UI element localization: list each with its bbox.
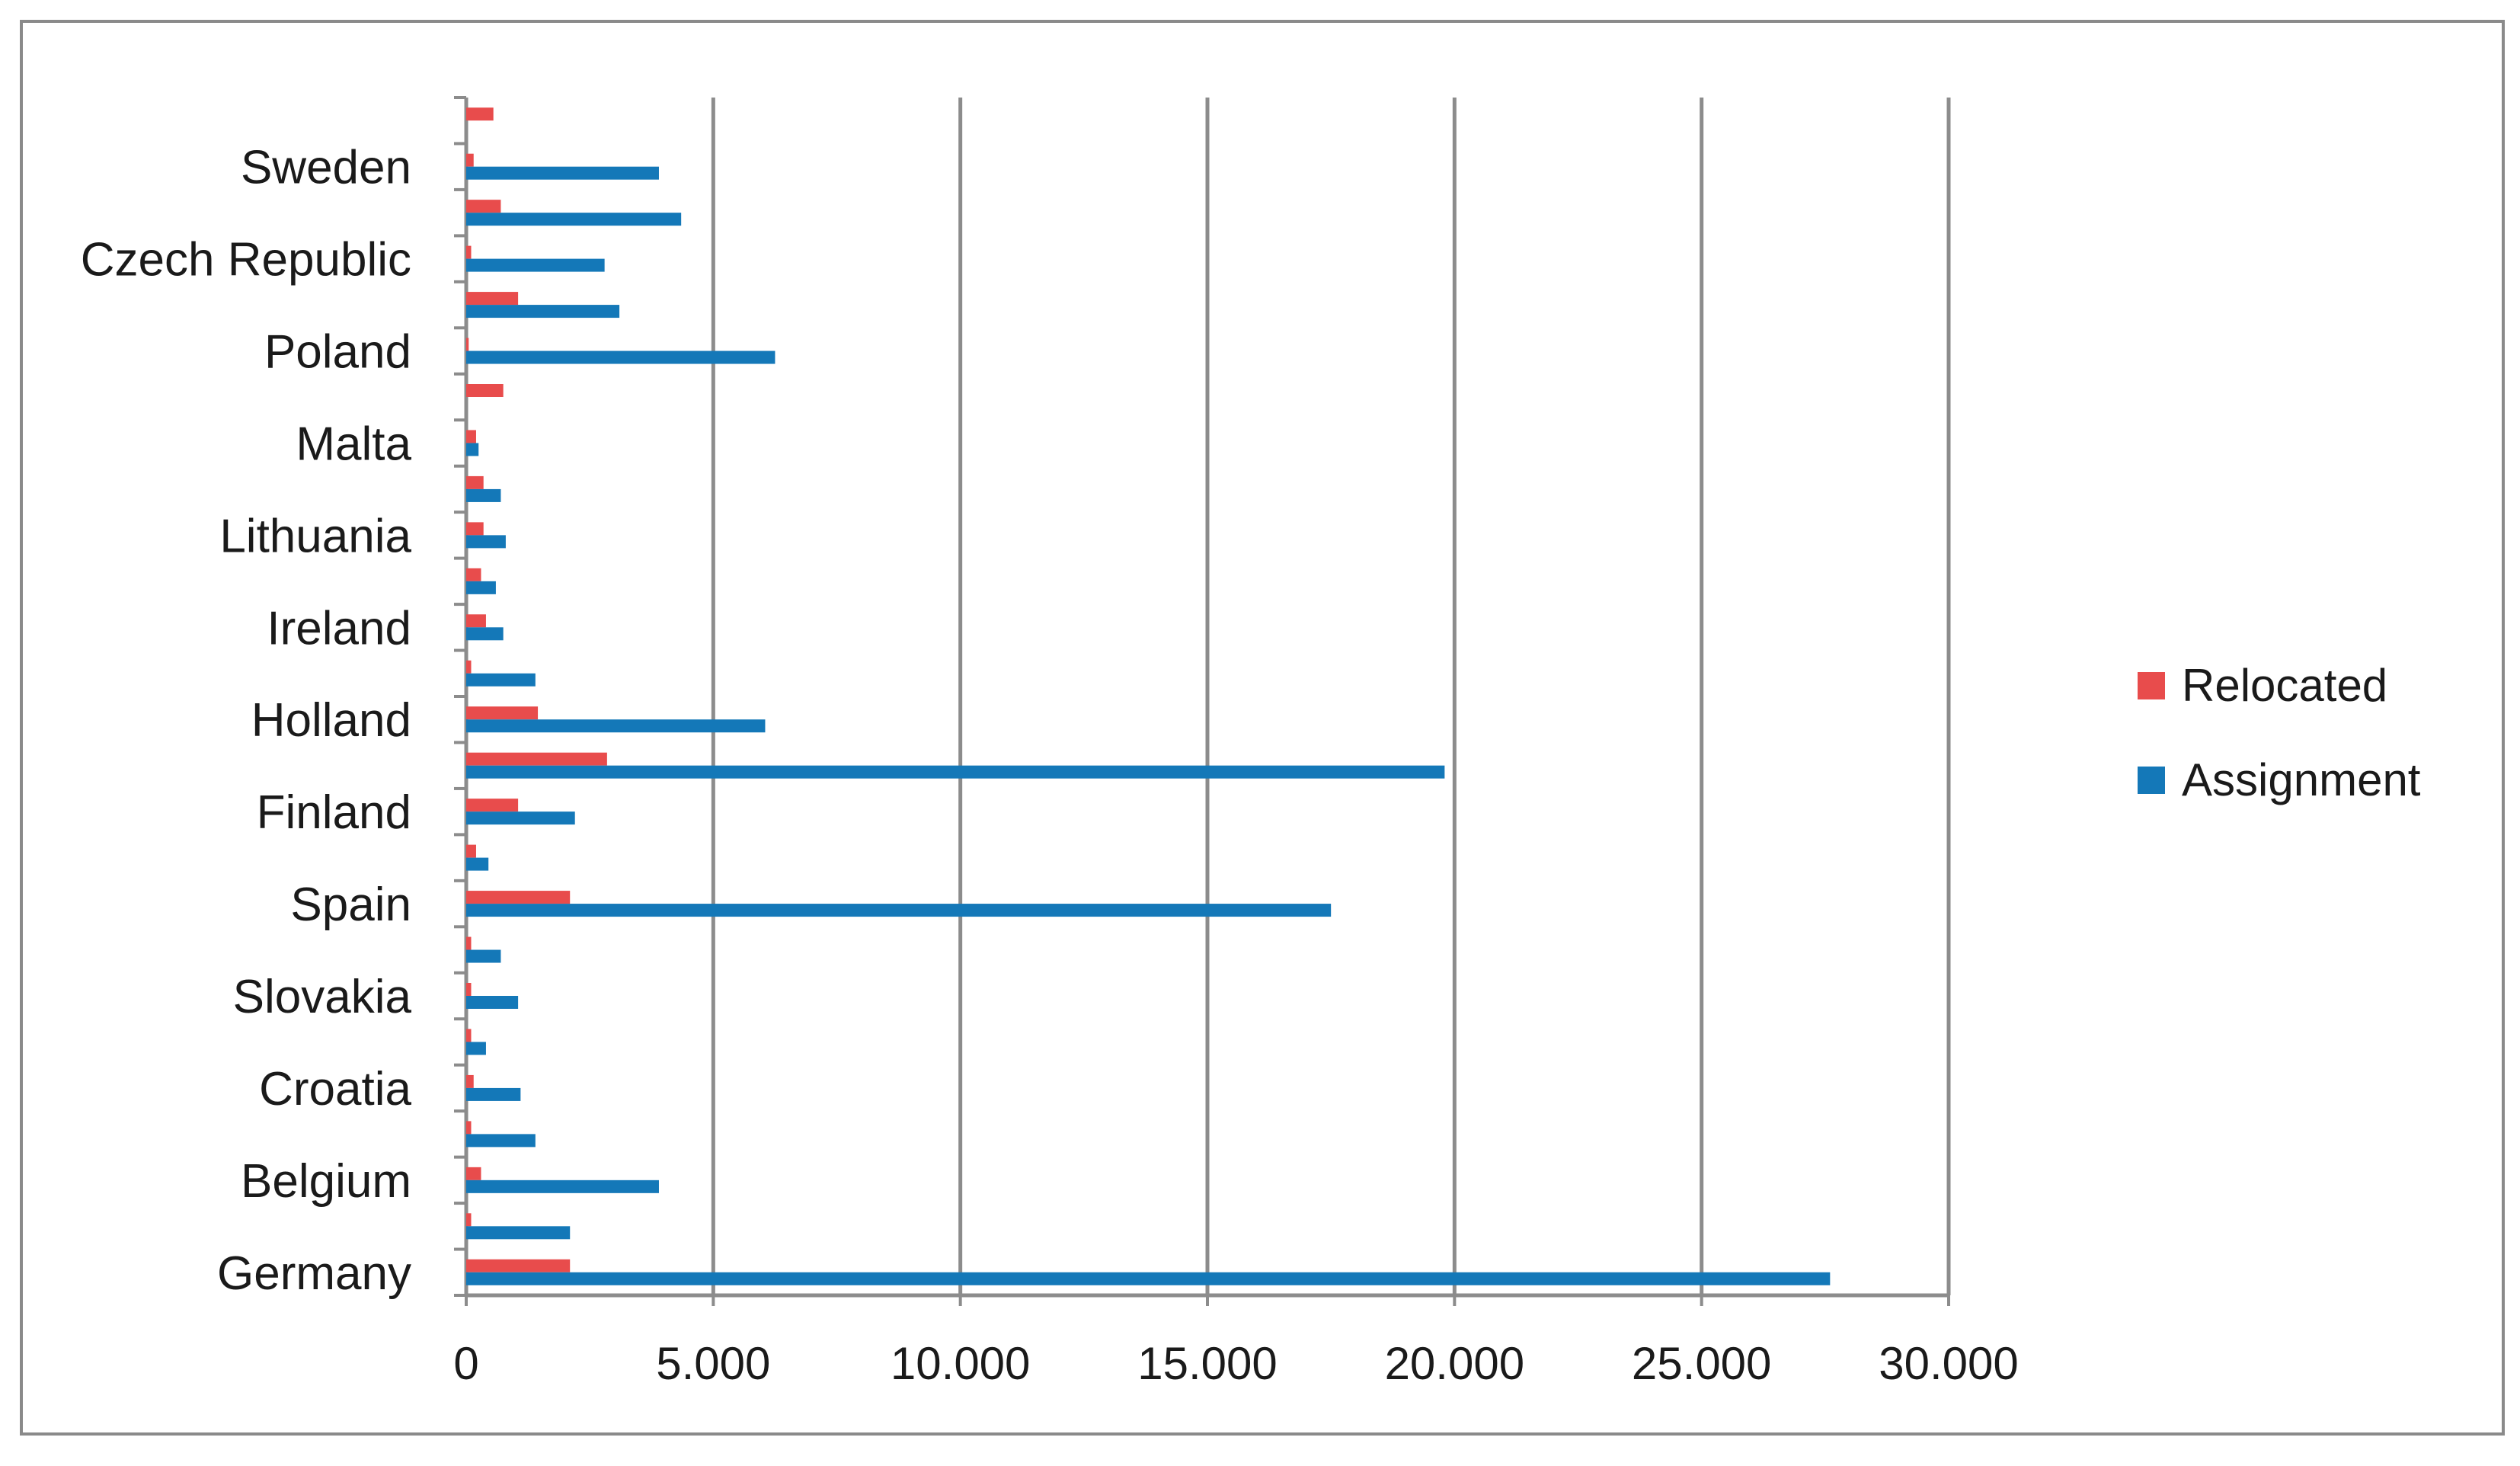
axis-labels: 0 5.000 10.000 15.000 20.000 25.000 30.000 Germ… — [81, 142, 2019, 1389]
bar-relocated-4 — [466, 1074, 474, 1088]
bar-assignment-6 — [466, 996, 519, 1009]
bar-assignment-1 — [466, 1226, 571, 1240]
y-category-label: Ireland — [267, 602, 411, 655]
bar-relocated-16 — [466, 522, 484, 536]
bar-relocated-8 — [466, 891, 571, 904]
y-category-label: Poland — [264, 326, 411, 379]
y-category-label: Malta — [296, 418, 411, 470]
bar-assignment-24 — [466, 166, 659, 180]
bar-assignment-3 — [466, 1134, 536, 1148]
y-category-label: Spain — [290, 879, 411, 931]
x-tick-label-1: 5.000 — [656, 1338, 770, 1389]
bar-relocated-24 — [466, 153, 474, 167]
bar-assignment-17 — [466, 488, 501, 502]
bar-relocated-10 — [466, 799, 519, 812]
bar-assignment-12 — [466, 719, 766, 733]
bar-assignment-8 — [466, 904, 1332, 917]
bar-assignment-22 — [466, 258, 605, 272]
bar-relocated-13 — [466, 660, 472, 674]
bar-assignment-9 — [466, 857, 489, 871]
gridlines — [711, 98, 1951, 1295]
x-tick-label-3: 15.000 — [1137, 1338, 1278, 1389]
bar-relocated-20 — [466, 338, 469, 351]
x-tick-label-0: 0 — [453, 1338, 478, 1389]
bar-relocated-1 — [466, 1213, 472, 1227]
bar-relocated-25 — [466, 107, 494, 121]
bar-assignment-11 — [466, 765, 1445, 779]
bar-assignment-14 — [466, 627, 504, 641]
bar-relocated-5 — [466, 1029, 472, 1042]
bar-assignment-10 — [466, 811, 575, 825]
bar-relocated-3 — [466, 1121, 472, 1135]
legend-swatch-relocated — [2138, 672, 2165, 699]
bar-relocated-7 — [466, 936, 472, 950]
y-category-label: Sweden — [241, 142, 411, 194]
bar-assignment-20 — [466, 350, 776, 364]
y-category-label: Slovakia — [233, 971, 412, 1023]
bar-assignment-5 — [466, 1042, 486, 1055]
bar-relocated-22 — [466, 245, 472, 259]
bar-relocated-23 — [466, 200, 501, 213]
legend: Relocated Assignment — [2138, 660, 2421, 805]
legend-swatch-assignment — [2138, 767, 2165, 794]
bar-relocated-15 — [466, 568, 481, 581]
x-tick-label-4: 20.000 — [1385, 1338, 1525, 1389]
x-tick-label-6: 30.000 — [1879, 1338, 2019, 1389]
bar-assignment-21 — [466, 305, 620, 318]
bar-assignment-13 — [466, 673, 536, 687]
bar-assignment-7 — [466, 949, 501, 963]
x-tick-label-2: 10.000 — [891, 1338, 1031, 1389]
bar-relocated-0 — [466, 1259, 571, 1272]
y-category-label: Finland — [257, 786, 411, 839]
bar-relocated-11 — [466, 752, 607, 766]
axes — [454, 96, 1950, 1306]
legend-label-relocated: Relocated — [2182, 660, 2387, 711]
y-category-label: Belgium — [241, 1155, 411, 1208]
chart-frame — [20, 20, 2505, 1436]
bar-relocated-2 — [466, 1167, 481, 1180]
bar-assignment-16 — [466, 535, 506, 549]
bar-relocated-17 — [466, 475, 484, 489]
y-category-label: Lithuania — [219, 510, 411, 562]
y-category-label: Czech Republic — [81, 234, 411, 286]
bar-assignment-18 — [466, 443, 479, 456]
y-category-label: Holland — [251, 694, 411, 747]
bar-relocated-14 — [466, 614, 486, 628]
bar-assignment-4 — [466, 1087, 521, 1101]
bar-assignment-23 — [466, 213, 682, 226]
bar-relocated-21 — [466, 292, 519, 306]
bar-relocated-19 — [466, 384, 504, 397]
bar-assignment-2 — [466, 1180, 659, 1193]
x-tick-label-5: 25.000 — [1632, 1338, 1772, 1389]
bar-assignment-0 — [466, 1272, 1831, 1285]
bar-relocated-18 — [466, 430, 476, 443]
bar-relocated-12 — [466, 706, 539, 720]
legend-label-assignment: Assignment — [2182, 754, 2421, 805]
bar-relocated-6 — [466, 983, 472, 996]
y-category-label: Croatia — [259, 1063, 411, 1116]
bars — [466, 107, 1831, 1285]
y-category-label: Germany — [217, 1247, 411, 1300]
bar-assignment-15 — [466, 581, 496, 594]
bar-relocated-9 — [466, 844, 476, 858]
